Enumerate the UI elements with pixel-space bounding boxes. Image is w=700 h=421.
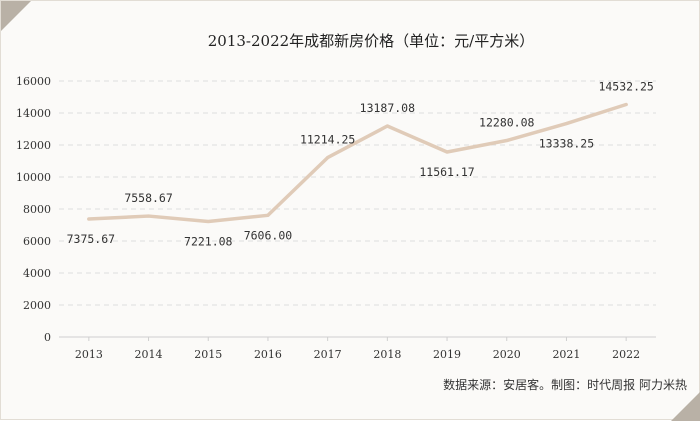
corner-decoration-top-left	[1, 1, 31, 31]
data-label: 13187.08	[360, 101, 415, 115]
data-label: 7375.67	[67, 232, 116, 246]
data-label: 7606.00	[244, 228, 293, 242]
data-labels: 7375.67 7558.67 7221.08 7606.00 11214.25 1318…	[67, 79, 654, 248]
data-point	[87, 217, 91, 221]
x-tick-label: 2021	[552, 348, 580, 361]
data-point	[326, 156, 330, 160]
data-label: 14532.25	[598, 79, 653, 93]
data-point	[564, 122, 568, 126]
axes: 0 2000 4000 6000 8000 10000 12000 14000 16000 201…	[16, 75, 656, 361]
data-point	[445, 150, 449, 154]
series-line-layer	[87, 102, 628, 224]
y-tick-label: 16000	[16, 75, 51, 88]
data-label: 7558.67	[124, 191, 173, 205]
x-tick-label: 2019	[433, 348, 461, 361]
y-tick-label: 10000	[16, 171, 51, 184]
y-tick-label: 8000	[23, 203, 51, 216]
corner-decoration-bottom-right	[671, 392, 700, 421]
data-point	[505, 139, 509, 143]
series-line	[87, 102, 628, 224]
chart-title: 2013-2022年成都新房价格（单位：元/平方米）	[208, 32, 534, 50]
data-point	[385, 124, 389, 128]
x-tick-label: 2022	[612, 348, 640, 361]
data-point	[266, 213, 270, 217]
x-tick-label: 2014	[135, 348, 163, 361]
data-label: 11214.25	[300, 133, 355, 147]
grid-lines	[59, 80, 656, 306]
x-tick-label: 2016	[254, 348, 282, 361]
x-tick-label: 2017	[314, 348, 342, 361]
data-label: 13338.25	[539, 137, 594, 151]
x-tick-label: 2015	[194, 348, 222, 361]
x-tick-label: 2013	[75, 348, 103, 361]
y-tick-label: 14000	[16, 107, 51, 120]
x-tick-label: 2018	[373, 348, 401, 361]
y-tick-label: 6000	[23, 235, 51, 248]
data-point	[147, 214, 151, 218]
y-tick-label: 0	[44, 331, 51, 344]
source-note: 数据来源：安居客。制图：时代周报 阿力米热	[443, 377, 687, 392]
y-tick-label: 2000	[23, 299, 51, 312]
data-label: 12280.08	[479, 116, 534, 130]
x-tick-label: 2020	[493, 348, 521, 361]
y-tick-label: 12000	[16, 139, 51, 152]
data-point	[206, 219, 210, 223]
y-tick-label: 4000	[23, 267, 51, 280]
data-point	[624, 102, 628, 106]
data-label: 7221.08	[184, 234, 233, 248]
data-label: 11561.17	[419, 165, 474, 179]
